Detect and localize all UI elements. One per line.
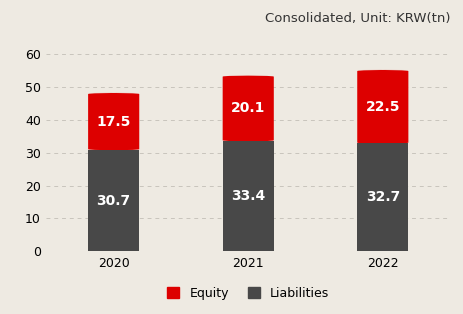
Legend: Equity, Liabilities: Equity, Liabilities [162, 282, 334, 305]
Bar [357, 143, 407, 145]
Text: 33.4: 33.4 [231, 189, 265, 203]
Bar [222, 142, 273, 251]
Text: 17.5: 17.5 [96, 115, 131, 129]
Text: 22.5: 22.5 [365, 100, 399, 114]
Text: 20.1: 20.1 [231, 101, 265, 116]
Bar [357, 144, 407, 251]
FancyBboxPatch shape [357, 70, 407, 144]
Bar [88, 150, 139, 251]
FancyBboxPatch shape [88, 93, 139, 150]
FancyBboxPatch shape [222, 75, 273, 142]
Text: Consolidated, Unit: KRW(tn): Consolidated, Unit: KRW(tn) [264, 12, 449, 25]
Text: 30.7: 30.7 [96, 194, 131, 208]
Text: 32.7: 32.7 [365, 191, 399, 204]
Bar [88, 150, 139, 151]
Bar [222, 141, 273, 143]
